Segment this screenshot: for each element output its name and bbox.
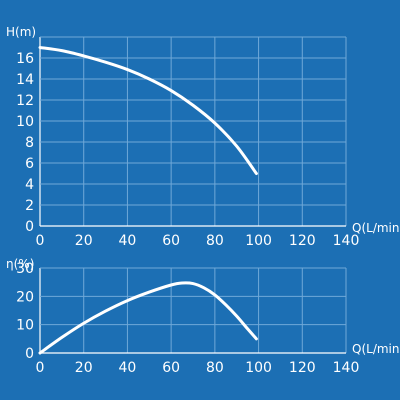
head-x-axis-label: Q(L/min) — [352, 221, 400, 235]
efficiency-y-tick-10: 10 — [16, 318, 34, 334]
efficiency-x-tick-20: 20 — [75, 360, 93, 376]
efficiency-grid — [39, 267, 347, 354]
efficiency-y-tick-0: 0 — [25, 346, 34, 362]
head-y-tick-10: 10 — [16, 114, 34, 130]
efficiency-y-tick-20: 20 — [16, 289, 34, 305]
head-tick-labels: 0 20 40 60 80 100 120 140 0 2 4 6 8 10 12 14 16 — [16, 51, 359, 249]
head-y-tick-14: 14 — [16, 72, 34, 88]
efficiency-x-tick-80: 80 — [206, 360, 224, 376]
efficiency-tick-labels: 0 20 40 60 80 100 120 140 0 10 20 30 — [16, 261, 359, 376]
head-y-tick-16: 16 — [16, 51, 34, 67]
efficiency-x-tick-140: 140 — [333, 360, 360, 376]
efficiency-chart: 0 20 40 60 80 100 120 140 0 10 20 30 η(%) Q(L/min) — [6, 257, 400, 376]
head-grid — [39, 36, 347, 227]
head-x-tick-80: 80 — [206, 233, 224, 249]
head-x-tick-0: 0 — [36, 233, 45, 249]
efficiency-x-axis-label: Q(L/min) — [352, 342, 400, 356]
efficiency-y-axis-label: η(%) — [6, 257, 34, 271]
efficiency-series — [38, 281, 258, 355]
head-x-tick-120: 120 — [289, 233, 316, 249]
efficiency-x-tick-120: 120 — [289, 360, 316, 376]
efficiency-curve-line — [38, 281, 258, 355]
head-x-tick-20: 20 — [75, 233, 93, 249]
head-series — [38, 46, 258, 175]
head-y-tick-6: 6 — [25, 156, 34, 172]
head-y-tick-2: 2 — [25, 198, 34, 214]
head-y-axis-label: H(m) — [6, 25, 36, 39]
head-x-tick-60: 60 — [162, 233, 180, 249]
head-x-tick-140: 140 — [333, 233, 360, 249]
efficiency-x-tick-0: 0 — [36, 360, 45, 376]
head-y-tick-12: 12 — [16, 93, 34, 109]
head-curve-line — [38, 46, 258, 175]
head-x-tick-40: 40 — [119, 233, 137, 249]
head-y-tick-8: 8 — [25, 135, 34, 151]
head-x-tick-100: 100 — [245, 233, 272, 249]
head-y-tick-4: 4 — [25, 177, 34, 193]
efficiency-y-tick-30: 30 — [16, 261, 34, 277]
head-chart: 0 20 40 60 80 100 120 140 0 2 4 6 8 10 12 14 16 H(m) Q(L… — [6, 25, 400, 249]
efficiency-x-tick-60: 60 — [162, 360, 180, 376]
efficiency-x-tick-100: 100 — [245, 360, 272, 376]
head-y-tick-0: 0 — [25, 219, 34, 235]
efficiency-x-tick-40: 40 — [119, 360, 137, 376]
